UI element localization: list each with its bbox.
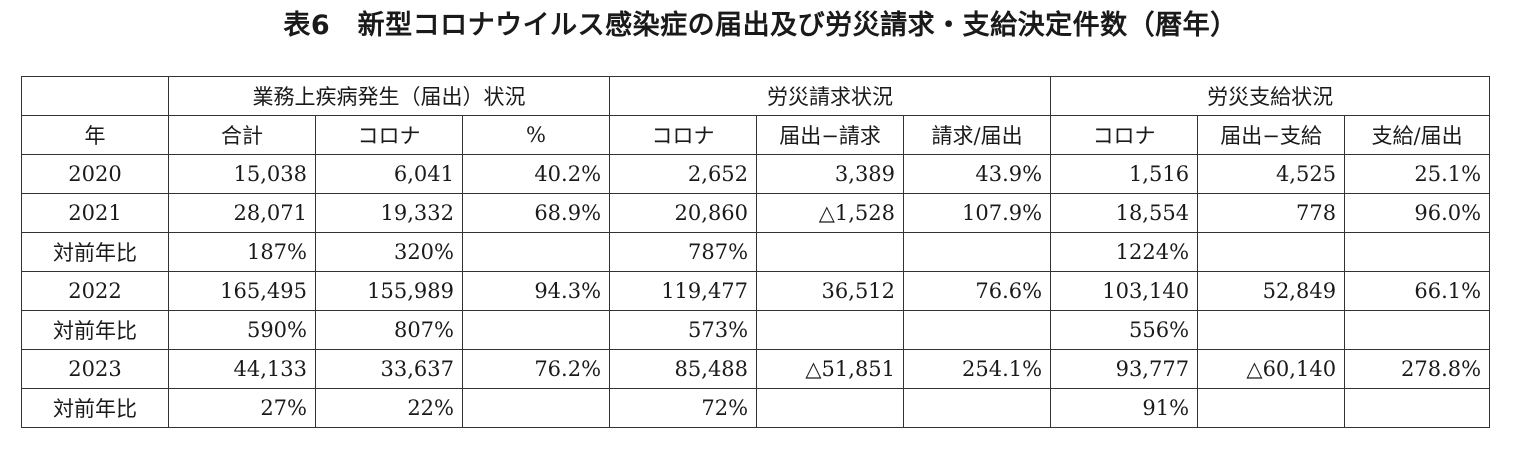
table-cell: 155,989 <box>315 271 463 311</box>
table-row: 対前年比 590% 807% 573% 556% <box>21 310 1491 350</box>
col-header-report-minus-claim: 届出−請求 <box>756 115 905 155</box>
col-header-covid-payments: コロナ <box>1050 115 1199 155</box>
table-cell <box>903 232 1052 272</box>
table-cell: 94.3% <box>461 271 611 311</box>
table-cell: 590% <box>168 310 316 350</box>
table-cell: 76.2% <box>461 349 611 389</box>
table-cell: 778 <box>1197 193 1346 233</box>
table-cell: 40.2% <box>461 154 611 194</box>
table-cell: △1,528 <box>756 193 905 233</box>
col-header-payment-ratio: 支給/届出 <box>1344 115 1491 155</box>
table-row: 2022 165,495 155,989 94.3% 119,477 36,512 76.6… <box>21 271 1491 311</box>
row-label-cell: 2022 <box>21 271 169 311</box>
table-cell: 91% <box>1050 388 1199 428</box>
table-cell: 1224% <box>1050 232 1199 272</box>
table-cell: 320% <box>315 232 463 272</box>
table-cell: 28,071 <box>168 193 316 233</box>
table-cell <box>756 232 905 272</box>
table-cell: 18,554 <box>1050 193 1199 233</box>
col-header-covid-claims: コロナ <box>609 115 758 155</box>
row-label-cell: 対前年比 <box>21 388 169 428</box>
page-title: 表6 新型コロナウイルス感染症の届出及び労災請求・支給決定件数（暦年） <box>283 10 1238 41</box>
table-cell: 20,860 <box>609 193 758 233</box>
table-cell: 3,389 <box>756 154 905 194</box>
table-cell: 807% <box>315 310 463 350</box>
table-row: 2023 44,133 33,637 76.2% 85,488 △51,851 254.1%… <box>21 349 1491 389</box>
table-cell: 278.8% <box>1344 349 1491 389</box>
table-cell: 254.1% <box>903 349 1052 389</box>
col-header-covid-reports: コロナ <box>315 115 463 155</box>
table-cell: 573% <box>609 310 758 350</box>
table-cell <box>1197 232 1346 272</box>
row-label-cell: 対前年比 <box>21 232 169 272</box>
table-cell <box>1344 388 1491 428</box>
table-cell <box>1344 310 1491 350</box>
table-cell: 787% <box>609 232 758 272</box>
table-cell: 15,038 <box>168 154 316 194</box>
column-header-row: 年 合計 コロナ % コロナ 届出−請求 請求/届出 コロナ 届出−支給 支給/… <box>21 115 1491 155</box>
table-cell: 43.9% <box>903 154 1052 194</box>
table-cell: 66.1% <box>1344 271 1491 311</box>
row-label-cell: 2021 <box>21 193 169 233</box>
table-row: 2020 15,038 6,041 40.2% 2,652 3,389 43.9% 1,516… <box>21 154 1491 194</box>
table-cell <box>461 232 611 272</box>
table-cell: 52,849 <box>1197 271 1346 311</box>
table-cell: 44,133 <box>168 349 316 389</box>
table-cell: 36,512 <box>756 271 905 311</box>
table-cell: 33,637 <box>315 349 463 389</box>
table-cell: 25.1% <box>1344 154 1491 194</box>
table-cell: 85,488 <box>609 349 758 389</box>
row-label-cell: 2020 <box>21 154 169 194</box>
group-header-payments: 労災支給状況 <box>1050 76 1491 116</box>
col-header-year: 年 <box>21 115 169 155</box>
col-header-percent: % <box>461 115 611 155</box>
table-cell <box>903 310 1052 350</box>
table-cell <box>756 388 905 428</box>
table-cell: △51,851 <box>756 349 905 389</box>
table-cell: 187% <box>168 232 316 272</box>
table-cell: 27% <box>168 388 316 428</box>
table-cell: △60,140 <box>1197 349 1346 389</box>
table-row: 対前年比 187% 320% 787% 1224% <box>21 232 1491 272</box>
table-cell <box>461 388 611 428</box>
table-cell <box>1197 310 1346 350</box>
table-cell <box>461 310 611 350</box>
group-header-claims: 労災請求状況 <box>609 76 1052 116</box>
group-header-occupational-disease: 業務上疾病発生（届出）状況 <box>167 76 611 116</box>
table-cell <box>1197 388 1346 428</box>
group-header-blank <box>21 76 169 116</box>
row-label-cell: 対前年比 <box>21 310 169 350</box>
table-cell: 22% <box>315 388 463 428</box>
covid-claims-table: 業務上疾病発生（届出）状況 労災請求状況 労災支給状況 年 合計 コロナ % コ… <box>21 76 1491 428</box>
table-cell <box>903 388 1052 428</box>
table-cell: 96.0% <box>1344 193 1491 233</box>
table-body: 2020 15,038 6,041 40.2% 2,652 3,389 43.9% 1,516… <box>21 154 1491 428</box>
table-cell: 19,332 <box>315 193 463 233</box>
table-cell: 103,140 <box>1050 271 1199 311</box>
row-label-cell: 2023 <box>21 349 169 389</box>
table-cell: 72% <box>609 388 758 428</box>
table-cell: 165,495 <box>168 271 316 311</box>
col-header-report-minus-payment: 届出−支給 <box>1197 115 1346 155</box>
table-cell: 76.6% <box>903 271 1052 311</box>
table-row: 2021 28,071 19,332 68.9% 20,860 △1,528 107.9% 1… <box>21 193 1491 233</box>
table-cell: 119,477 <box>609 271 758 311</box>
table-cell: 2,652 <box>609 154 758 194</box>
table-cell: 107.9% <box>903 193 1052 233</box>
table-cell: 4,525 <box>1197 154 1346 194</box>
table-cell: 1,516 <box>1050 154 1199 194</box>
table-cell: 6,041 <box>315 154 463 194</box>
table-cell: 93,777 <box>1050 349 1199 389</box>
group-header-row: 業務上疾病発生（届出）状況 労災請求状況 労災支給状況 <box>21 76 1491 116</box>
col-header-total: 合計 <box>168 115 316 155</box>
table-cell: 556% <box>1050 310 1199 350</box>
table-cell: 68.9% <box>461 193 611 233</box>
table-row: 対前年比 27% 22% 72% 91% <box>21 388 1491 428</box>
table-cell <box>756 310 905 350</box>
col-header-claim-ratio: 請求/届出 <box>903 115 1052 155</box>
table-cell <box>1344 232 1491 272</box>
